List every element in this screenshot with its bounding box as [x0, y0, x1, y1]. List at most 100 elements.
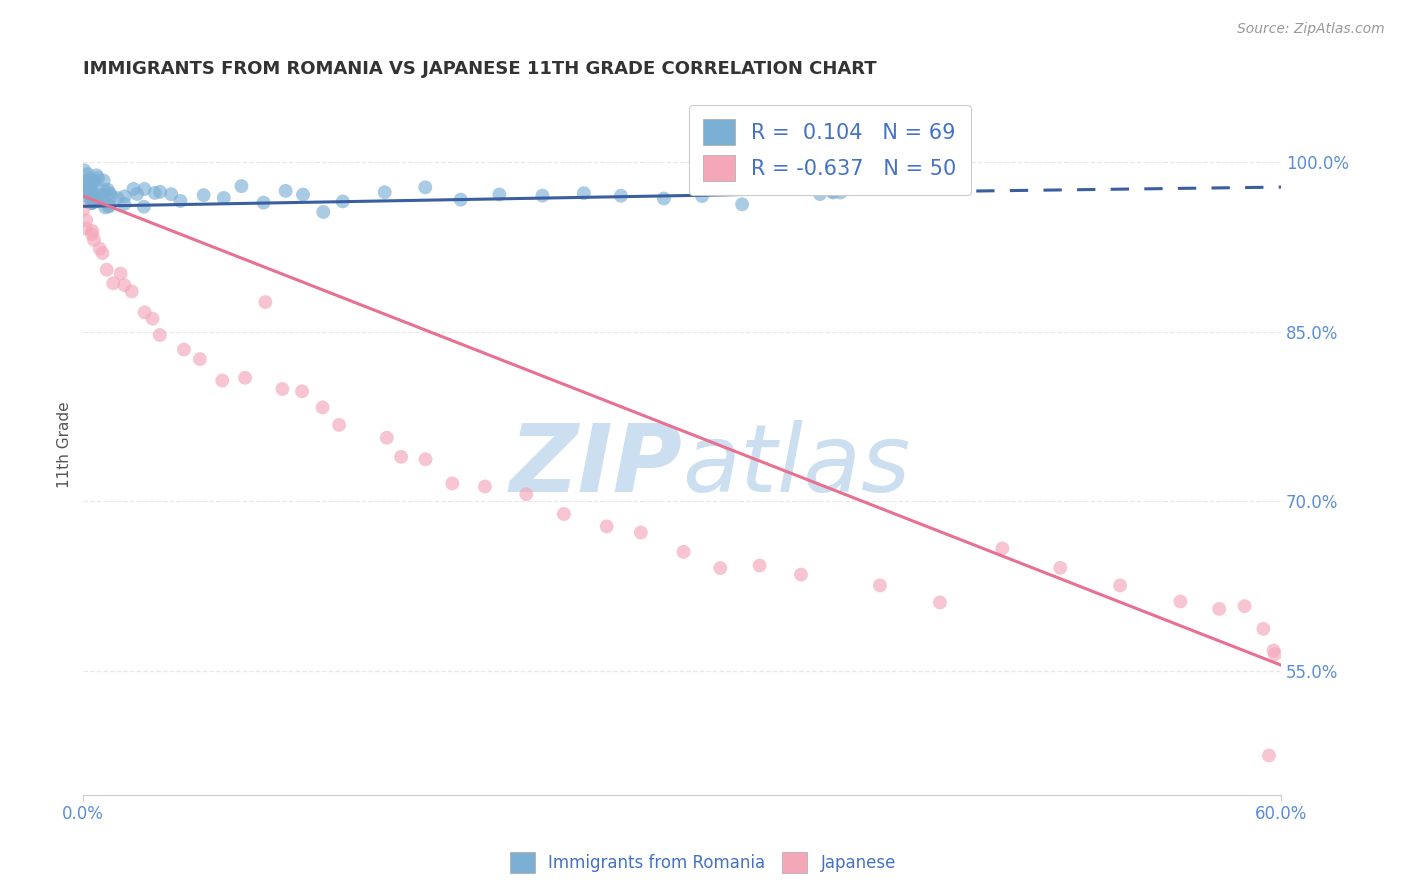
- Point: [793, 179, 815, 194]
- Point: [375, 431, 398, 445]
- Point: [572, 186, 595, 201]
- Point: [114, 278, 136, 293]
- Point: [488, 187, 510, 202]
- Point: [80, 184, 103, 198]
- Point: [107, 191, 129, 205]
- Point: [87, 194, 110, 208]
- Point: [80, 227, 103, 242]
- Legend: Immigrants from Romania, Japanese: Immigrants from Romania, Japanese: [503, 846, 903, 880]
- Point: [149, 328, 172, 343]
- Point: [772, 179, 794, 194]
- Point: [121, 285, 143, 299]
- Point: [1049, 561, 1071, 575]
- Text: ZIP: ZIP: [509, 420, 682, 512]
- Point: [83, 233, 105, 247]
- Point: [672, 545, 695, 559]
- Point: [291, 384, 314, 399]
- Point: [134, 182, 156, 196]
- Point: [125, 186, 148, 201]
- Point: [274, 184, 297, 198]
- Point: [231, 179, 253, 194]
- Point: [94, 201, 117, 215]
- Point: [531, 188, 554, 202]
- Point: [97, 183, 120, 197]
- Point: [596, 519, 619, 533]
- Point: [83, 190, 105, 204]
- Point: [474, 479, 496, 493]
- Point: [73, 184, 96, 198]
- Point: [110, 267, 132, 281]
- Point: [132, 200, 155, 214]
- Point: [76, 174, 98, 188]
- Point: [1263, 643, 1285, 657]
- Point: [93, 187, 115, 202]
- Point: [292, 187, 315, 202]
- Point: [80, 182, 103, 196]
- Point: [1170, 594, 1192, 608]
- Point: [211, 374, 233, 388]
- Point: [73, 163, 96, 178]
- Point: [173, 343, 195, 357]
- Point: [97, 200, 120, 214]
- Point: [82, 224, 104, 238]
- Point: [86, 192, 108, 206]
- Point: [450, 193, 472, 207]
- Point: [188, 351, 211, 366]
- Point: [252, 195, 274, 210]
- Point: [87, 171, 110, 186]
- Point: [929, 595, 952, 609]
- Point: [143, 186, 166, 200]
- Point: [75, 213, 97, 227]
- Point: [212, 191, 235, 205]
- Point: [80, 196, 103, 211]
- Point: [82, 176, 104, 190]
- Point: [271, 382, 294, 396]
- Point: [808, 187, 831, 202]
- Point: [553, 507, 575, 521]
- Point: [821, 185, 844, 199]
- Point: [91, 246, 114, 260]
- Point: [93, 183, 115, 197]
- Point: [869, 578, 891, 592]
- Point: [1208, 602, 1230, 616]
- Point: [86, 169, 108, 183]
- Text: atlas: atlas: [682, 420, 910, 511]
- Point: [332, 194, 354, 209]
- Text: Source: ZipAtlas.com: Source: ZipAtlas.com: [1237, 22, 1385, 37]
- Point: [76, 178, 98, 192]
- Point: [374, 186, 396, 200]
- Point: [169, 194, 191, 208]
- Point: [328, 417, 350, 432]
- Point: [748, 558, 770, 573]
- Y-axis label: 11th Grade: 11th Grade: [58, 401, 72, 488]
- Point: [312, 205, 335, 219]
- Point: [160, 187, 183, 202]
- Point: [90, 187, 112, 202]
- Point: [830, 186, 852, 200]
- Point: [75, 189, 97, 203]
- Point: [72, 183, 94, 197]
- Text: IMMIGRANTS FROM ROMANIA VS JAPANESE 11TH GRADE CORRELATION CHART: IMMIGRANTS FROM ROMANIA VS JAPANESE 11TH…: [83, 60, 877, 78]
- Point: [80, 192, 103, 206]
- Point: [991, 541, 1014, 556]
- Point: [76, 167, 98, 181]
- Point: [630, 525, 652, 540]
- Point: [389, 450, 412, 464]
- Point: [141, 311, 163, 326]
- Point: [98, 186, 121, 201]
- Point: [823, 186, 845, 200]
- Point: [1109, 578, 1132, 592]
- Point: [82, 195, 104, 210]
- Point: [83, 188, 105, 202]
- Point: [311, 401, 333, 415]
- Point: [193, 188, 215, 202]
- Point: [112, 197, 135, 211]
- Point: [134, 305, 156, 319]
- Point: [83, 174, 105, 188]
- Point: [233, 371, 256, 385]
- Point: [93, 174, 115, 188]
- Point: [96, 262, 118, 277]
- Point: [103, 277, 125, 291]
- Point: [75, 221, 97, 235]
- Point: [413, 180, 436, 194]
